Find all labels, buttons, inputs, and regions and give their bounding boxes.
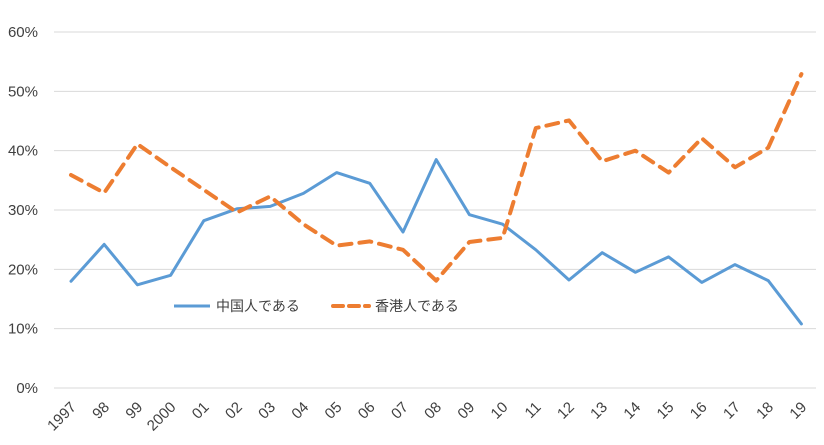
x-tick-label: 12 [554, 399, 578, 423]
y-tick-label: 10% [8, 321, 38, 338]
x-tick-label: 18 [753, 399, 777, 423]
legend-item-chinese: 中国人である [174, 299, 300, 315]
x-tick-label: 05 [322, 399, 346, 423]
x-tick-label: 04 [288, 399, 312, 423]
x-tick-label: 10 [488, 399, 512, 423]
x-tick-label: 08 [421, 399, 445, 423]
y-tick-label: 60% [8, 24, 38, 41]
x-tick-label: 99 [122, 399, 146, 423]
y-tick-label: 0% [16, 380, 38, 397]
x-tick-label: 13 [587, 399, 611, 423]
series-line-hongkonger [69, 72, 804, 283]
y-tick-label: 50% [8, 83, 38, 100]
x-tick-label: 19 [786, 399, 810, 423]
gridlines [54, 31, 816, 389]
y-axis: 0% 10% 20% 30% 40% 50% 60% [8, 24, 38, 397]
x-tick-label: 07 [388, 399, 412, 423]
x-tick-label: 1997 [44, 399, 80, 435]
x-tick-label: 03 [255, 399, 279, 423]
legend-label: 香港人である [375, 299, 459, 315]
x-tick-label: 16 [687, 399, 711, 423]
x-tick-label: 2000 [144, 399, 180, 435]
x-tick-label: 09 [454, 399, 478, 423]
legend-item-hongkonger: 香港人である [331, 299, 459, 315]
x-tick-label: 17 [720, 399, 744, 423]
x-tick-label: 06 [355, 399, 379, 423]
x-tick-label: 15 [654, 399, 678, 423]
y-tick-label: 40% [8, 143, 38, 160]
series-layer [69, 72, 804, 326]
x-tick-label: 14 [620, 399, 644, 423]
y-tick-label: 20% [8, 261, 38, 278]
series-line-chinese [69, 158, 803, 326]
x-tick-label: 02 [222, 399, 246, 423]
legend-label: 中国人である [216, 299, 300, 315]
x-tick-label: 11 [522, 399, 545, 422]
x-tick-label: 98 [89, 399, 113, 423]
x-tick-label: 01 [189, 399, 213, 423]
legend: 中国人である 香港人である [174, 299, 459, 315]
y-tick-label: 30% [8, 202, 38, 219]
